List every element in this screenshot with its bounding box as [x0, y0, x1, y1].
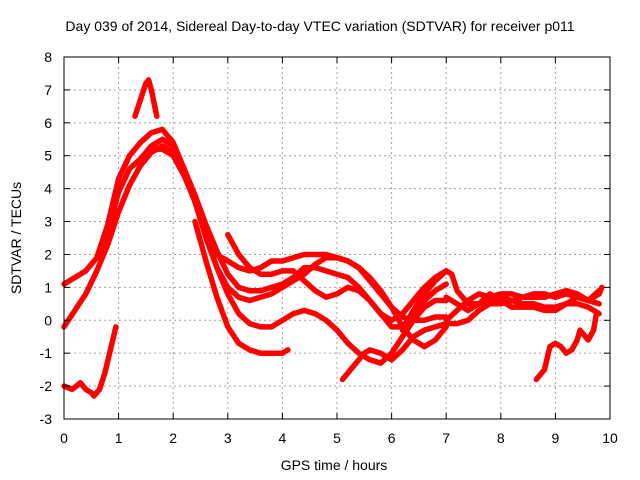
x-tick-label: 7: [442, 430, 450, 446]
series-track-k: [533, 310, 600, 383]
y-tick-label: 7: [44, 82, 52, 98]
y-tick-label: 5: [44, 148, 52, 164]
y-tick-label: 6: [44, 115, 52, 131]
grid: [64, 57, 610, 419]
x-tick-label: 2: [169, 430, 177, 446]
x-tick-label: 5: [333, 430, 341, 446]
x-tick-label: 4: [279, 430, 287, 446]
y-tick-label: -3: [40, 411, 53, 427]
y-tick-labels: -3 -2 -1 0 1 2 3 4 5 6 7 8: [40, 49, 53, 427]
series-track-c: [94, 126, 449, 350]
y-tick-label: -1: [40, 345, 53, 361]
series-track-g: [339, 291, 602, 383]
series-track-i: [443, 287, 602, 324]
x-tick-label: 10: [602, 430, 618, 446]
axis-ticks: [63, 56, 611, 420]
series-track-m: [132, 77, 160, 119]
series-layer: [61, 77, 605, 399]
x-tick-labels: 0 1 2 3 4 5 6 7 8 9 10: [60, 430, 618, 446]
x-tick-label: 6: [388, 430, 396, 446]
y-tick-label: 8: [44, 49, 52, 65]
x-axis-label: GPS time / hours: [281, 457, 388, 473]
series-track-j: [443, 284, 605, 314]
x-tick-label: 9: [552, 430, 560, 446]
y-axis-label: SDTVAR / TECUs: [8, 182, 24, 294]
y-tick-label: 1: [44, 279, 52, 295]
series-track-l: [61, 324, 119, 399]
y-tick-label: 2: [44, 246, 52, 262]
y-tick-label: 4: [44, 181, 52, 197]
y-tick-label: 3: [44, 214, 52, 230]
y-tick-label: -2: [40, 378, 53, 394]
y-tick-label: 0: [44, 312, 52, 328]
series-track-d: [148, 146, 449, 366]
series-track-e: [192, 218, 291, 356]
x-tick-label: 0: [60, 430, 68, 446]
chart-title: Day 039 of 2014, Sidereal Day-to-day VTE…: [65, 18, 574, 34]
x-tick-label: 3: [224, 430, 232, 446]
x-tick-label: 8: [497, 430, 505, 446]
x-tick-label: 1: [115, 430, 123, 446]
